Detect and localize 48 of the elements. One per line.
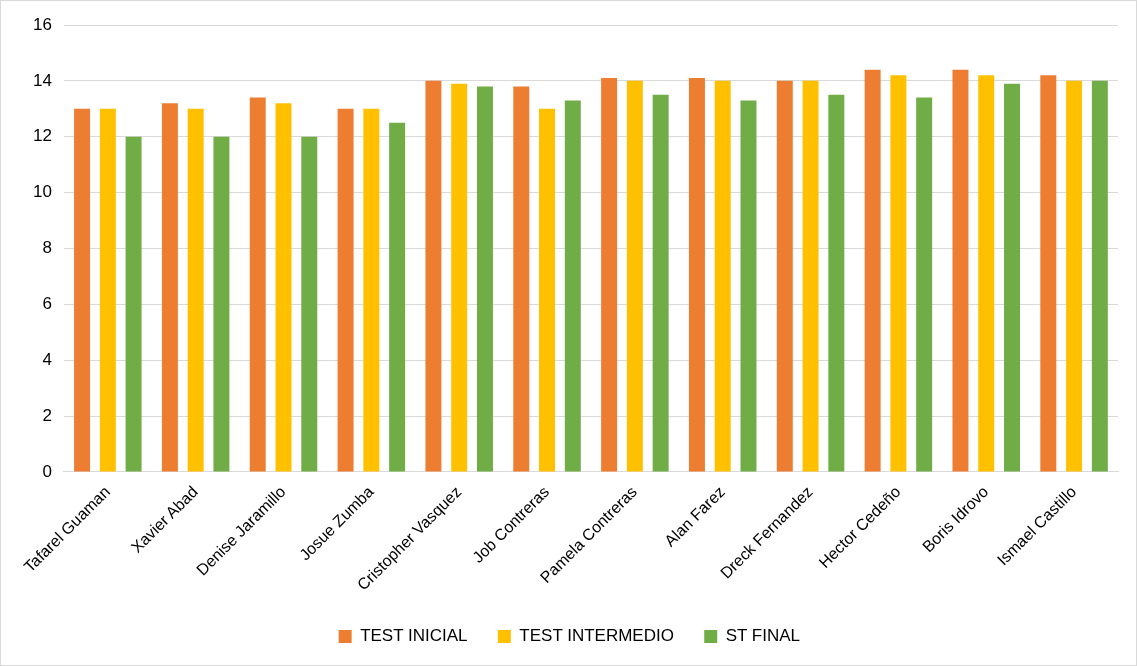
bar [125, 136, 142, 472]
bar [187, 108, 204, 472]
bar [652, 94, 669, 472]
bar [828, 94, 845, 472]
bar [626, 80, 643, 472]
bar [363, 108, 380, 472]
bar [601, 78, 618, 472]
legend-label: TEST INTERMEDIO [519, 626, 674, 646]
bar [688, 78, 705, 472]
bar [1091, 80, 1108, 472]
bar [1040, 75, 1057, 472]
bar [301, 136, 318, 472]
legend-label: TEST INICIAL [360, 626, 468, 646]
bar [213, 136, 230, 472]
y-tick-label: 12 [32, 126, 52, 146]
bar [740, 100, 757, 472]
bar [802, 80, 819, 472]
bar [74, 108, 91, 472]
bar [890, 75, 907, 472]
y-tick-label: 16 [32, 14, 52, 34]
bar [275, 103, 292, 472]
y-tick-label: 0 [42, 461, 52, 481]
bar [714, 80, 731, 472]
bar [564, 100, 581, 472]
bar [451, 83, 468, 472]
bar [864, 69, 881, 472]
bar [425, 80, 442, 472]
y-tick-label: 14 [32, 70, 52, 90]
bar [99, 108, 116, 472]
bar [916, 97, 933, 472]
bar [1066, 80, 1083, 472]
y-tick-label: 6 [42, 294, 52, 313]
bar [337, 108, 354, 472]
bar [161, 103, 178, 472]
bar [952, 69, 969, 472]
bar [776, 80, 793, 472]
legend-label: ST FINAL [725, 626, 801, 646]
bar [513, 86, 530, 472]
bar [249, 97, 266, 472]
y-tick-label: 4 [42, 349, 52, 369]
y-tick-label: 8 [42, 238, 52, 258]
bar [539, 108, 556, 472]
y-tick-label: 10 [32, 182, 52, 202]
bar [1004, 83, 1020, 472]
y-tick-label: 2 [42, 405, 52, 425]
bar [978, 75, 995, 472]
bar [389, 122, 406, 472]
bar [476, 86, 493, 472]
